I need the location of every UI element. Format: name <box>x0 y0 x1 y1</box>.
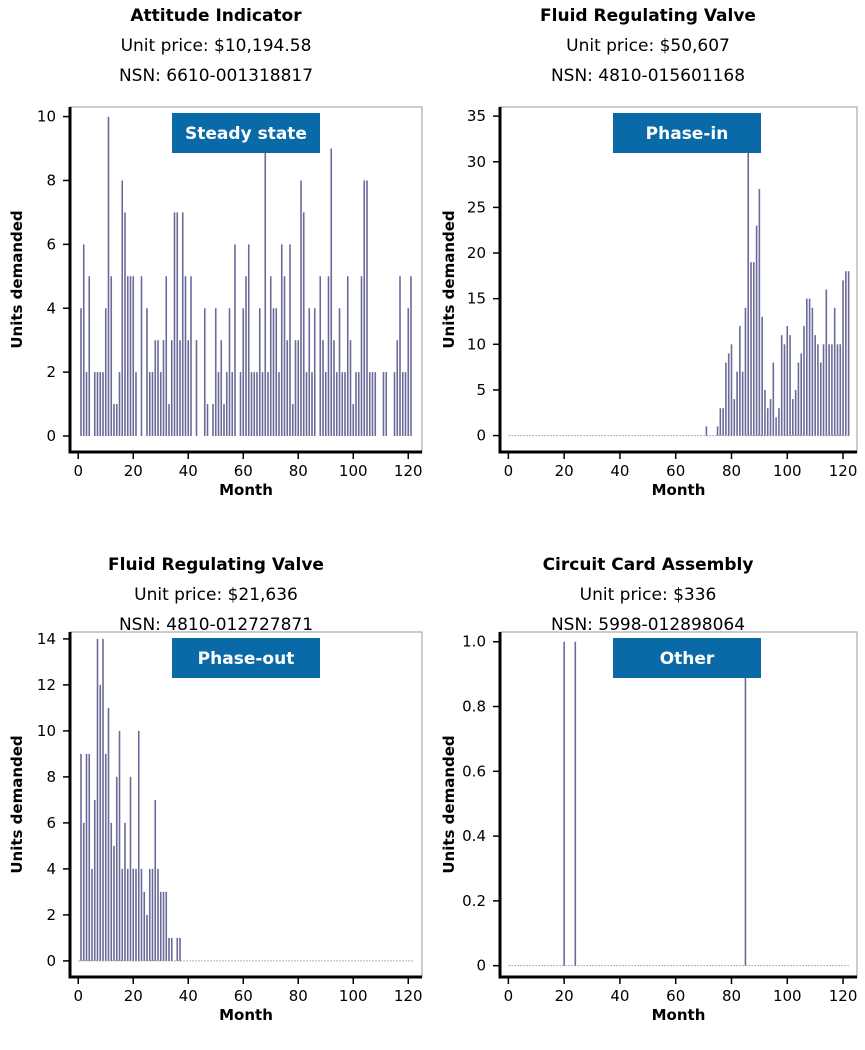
x-tick-label: 120 <box>829 462 858 480</box>
y-tick-label: 12 <box>37 676 56 694</box>
x-axis-title: Month <box>219 481 273 499</box>
y-axis-title: Units demanded <box>8 210 26 348</box>
chart-svg: 0 20 40 60 80 100 120 0 2 4 6 8 10 12 14 Month Units dem… <box>8 630 423 1024</box>
unit-price: Unit price: $50,607 <box>566 36 730 56</box>
x-tick-label: 80 <box>289 462 308 480</box>
y-tick-label: 0.4 <box>462 827 486 845</box>
chart-svg: 0 20 40 60 80 100 120 0 5 10 15 20 25 30 35 Month Units … <box>440 106 858 499</box>
y-tick-label: 0.2 <box>462 892 486 910</box>
unit-price: Unit price: $10,194.58 <box>120 36 312 56</box>
x-tick-label: 100 <box>339 987 368 1005</box>
y-tick-label: 4 <box>46 860 56 878</box>
pattern-badge <box>613 638 761 678</box>
y-tick-label: 10 <box>37 108 56 126</box>
x-tick-label: 60 <box>666 462 685 480</box>
x-tick-label: 20 <box>555 462 574 480</box>
y-axis-title: Units demanded <box>440 735 458 873</box>
y-tick-label: 0 <box>476 427 486 445</box>
x-axis-title: Month <box>219 1006 273 1024</box>
chart-panel-2: Fluid Regulating Valve Unit price: $50,6… <box>432 0 864 525</box>
x-tick-label: 120 <box>394 987 423 1005</box>
nsn-label: NSN: 6610-001318817 <box>118 66 314 86</box>
y-tick-label: 1.0 <box>462 633 486 651</box>
x-tick-label: 40 <box>610 462 629 480</box>
y-tick-label: 0.6 <box>462 762 486 780</box>
y-tick-label: 6 <box>46 814 56 832</box>
y-tick-label: 4 <box>46 299 56 317</box>
x-tick-label: 60 <box>234 462 253 480</box>
chart-title: Fluid Regulating Valve <box>108 555 324 575</box>
x-tick-label: 0 <box>504 987 514 1005</box>
y-tick-label: 10 <box>467 335 486 353</box>
pattern-badge-label: Other <box>660 649 715 669</box>
nsn-label: NSN: 4810-015601168 <box>550 66 746 86</box>
x-tick-label: 40 <box>610 987 629 1005</box>
chart-svg: 0 20 40 60 80 100 120 0 2 4 6 8 10 Month Units demande… <box>8 106 423 499</box>
y-tick-label: 5 <box>476 381 486 399</box>
y-tick-label: 0.8 <box>462 698 486 716</box>
x-tick-label: 80 <box>722 462 741 480</box>
x-tick-label: 0 <box>504 462 514 480</box>
x-axis-title: Month <box>652 481 706 499</box>
chart-title: Attitude Indicator <box>130 6 302 26</box>
chart-title-block: Attitude Indicator Unit price: $10,194.5… <box>0 0 432 100</box>
y-axis-title: Units demanded <box>440 210 458 348</box>
x-tick-label: 40 <box>179 987 198 1005</box>
y-tick-label: 25 <box>467 198 486 216</box>
x-tick-label: 60 <box>234 987 253 1005</box>
pattern-badge <box>613 113 761 153</box>
chart-panel-3: Fluid Regulating Valve Unit price: $21,6… <box>0 525 432 1050</box>
y-tick-label: 10 <box>37 722 56 740</box>
chart-title-block: Fluid Regulating Valve Unit price: $21,6… <box>0 525 432 635</box>
chart-title: Circuit Card Assembly <box>542 555 754 575</box>
chart-title: Fluid Regulating Valve <box>540 6 756 26</box>
chart-panel-1: Attitude Indicator Unit price: $10,194.5… <box>0 0 432 525</box>
y-tick-label: 30 <box>467 153 486 171</box>
pattern-badge-label: Phase-out <box>198 649 295 669</box>
chart-panel-4: Circuit Card Assembly Unit price: $336 N… <box>432 525 864 1050</box>
y-tick-label: 14 <box>37 630 56 648</box>
y-tick-label: 0 <box>46 427 56 445</box>
nsn-label: NSN: 4810-012727871 <box>118 615 314 635</box>
x-tick-label: 100 <box>339 462 368 480</box>
y-tick-label: 8 <box>46 171 56 189</box>
y-axis-title: Units demanded <box>8 735 26 873</box>
y-tick-label: 6 <box>46 235 56 253</box>
chart-title-block: Circuit Card Assembly Unit price: $336 N… <box>432 525 864 635</box>
x-tick-label: 20 <box>124 462 143 480</box>
y-tick-label: 35 <box>467 107 486 125</box>
x-tick-label: 80 <box>722 987 741 1005</box>
nsn-label: NSN: 5998-012898064 <box>550 615 746 635</box>
y-tick-label: 8 <box>46 768 56 786</box>
pattern-badge <box>172 638 320 678</box>
pattern-badge-label: Steady state <box>185 124 307 144</box>
x-tick-label: 60 <box>666 987 685 1005</box>
x-tick-label: 40 <box>179 462 198 480</box>
x-tick-label: 0 <box>73 462 83 480</box>
x-tick-label: 20 <box>555 987 574 1005</box>
y-tick-label: 0 <box>476 957 486 975</box>
y-tick-label: 20 <box>467 244 486 262</box>
x-tick-label: 120 <box>394 462 423 480</box>
y-tick-label: 2 <box>46 363 56 381</box>
x-tick-label: 0 <box>73 987 83 1005</box>
x-tick-label: 100 <box>773 987 802 1005</box>
x-axis-title: Month <box>652 1006 706 1024</box>
x-tick-label: 120 <box>829 987 858 1005</box>
x-tick-label: 80 <box>289 987 308 1005</box>
y-tick-label: 15 <box>467 290 486 308</box>
y-tick-label: 0 <box>46 952 56 970</box>
x-tick-label: 20 <box>124 987 143 1005</box>
y-tick-label: 2 <box>46 906 56 924</box>
chart-title-block: Fluid Regulating Valve Unit price: $50,6… <box>432 0 864 100</box>
unit-price: Unit price: $21,636 <box>134 585 298 605</box>
pattern-badge-label: Phase-in <box>646 124 729 144</box>
plot-frame <box>499 631 858 978</box>
pattern-badge <box>172 113 320 153</box>
x-tick-label: 100 <box>773 462 802 480</box>
unit-price: Unit price: $336 <box>579 585 717 605</box>
chart-svg: 0 20 40 60 80 100 120 0 0.2 0.4 0.6 0.8 1.0 Month Unit… <box>440 631 858 1024</box>
